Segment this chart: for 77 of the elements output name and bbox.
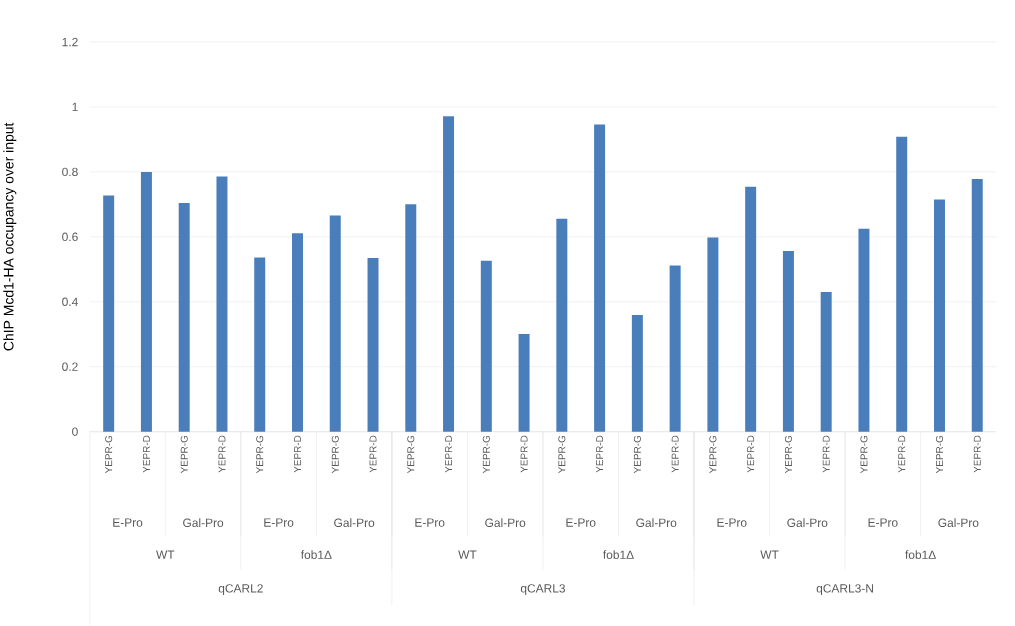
y-tick-label: 0.2	[62, 362, 78, 372]
text: E-Pro	[264, 518, 294, 527]
text: qCARL3-N	[816, 584, 873, 596]
x-tick-label: YEPR-G	[331, 436, 339, 474]
text: fob1Δ	[300, 550, 332, 560]
bar	[480, 260, 492, 432]
x-tick-label: YEPR-D	[596, 435, 604, 473]
x-tick-label: YEPR-D	[294, 435, 301, 473]
bar	[594, 124, 606, 432]
text: E-Pro	[566, 518, 596, 527]
bar	[367, 258, 379, 432]
text: WT	[458, 550, 477, 559]
text: E-Pro	[717, 518, 747, 527]
bar	[631, 315, 643, 432]
x-tick-label: YEPR-D	[747, 435, 755, 473]
x-tick-label: YEPR-G	[105, 436, 113, 474]
x-tick-label: YEPR-G	[558, 436, 566, 474]
bar	[405, 204, 417, 432]
bar	[669, 265, 681, 432]
bar	[782, 251, 794, 432]
text: qCARL3	[520, 584, 565, 596]
bar	[254, 257, 266, 432]
bar	[707, 237, 719, 432]
x-tick-label: YEPR-D	[520, 435, 528, 473]
text: E-Pro	[113, 518, 143, 527]
x-tick-label: YEPR-D	[445, 435, 452, 473]
y-tick-label: 0.6	[62, 232, 78, 242]
bar	[518, 334, 530, 432]
text: WT	[156, 550, 175, 559]
text: Gal-Pro	[938, 518, 979, 528]
bar	[178, 203, 190, 432]
x-tick-label: YEPR-D	[822, 435, 830, 473]
x-tick-label: YEPR-G	[482, 436, 490, 474]
x-tick-label: YEPR-G	[935, 436, 943, 474]
text: fob1Δ	[603, 550, 634, 560]
bar	[971, 179, 983, 432]
text: WT	[760, 550, 779, 559]
bar	[933, 199, 945, 432]
x-tick-label: YEPR-D	[369, 435, 377, 473]
y-tick-label: 0.8	[62, 167, 78, 177]
text: Gal-Pro	[334, 518, 375, 528]
text: Gal-Pro	[636, 518, 677, 528]
x-tick-label: YEPR-D	[143, 435, 150, 473]
x-tick-label: YEPR-G	[784, 436, 792, 474]
y-tick-label: 0	[72, 427, 78, 437]
x-tick-label: YEPR-G	[633, 436, 641, 474]
bar	[329, 215, 341, 432]
x-tick-label: YEPR-D	[973, 435, 981, 473]
y-tick-label: 1	[72, 102, 78, 112]
text: E-Pro	[868, 518, 898, 527]
text: Gal-Pro	[485, 518, 526, 528]
bar	[291, 233, 303, 432]
x-tick-label: YEPR-D	[218, 435, 226, 473]
bar	[745, 186, 757, 432]
bar	[556, 218, 568, 432]
x-tick-label: YEPR-G	[256, 436, 264, 474]
text: E-Pro	[415, 518, 445, 527]
text: qCARL2	[218, 584, 263, 596]
bar	[216, 176, 228, 432]
x-tick-label: YEPR-G	[407, 436, 415, 474]
y-tick-label: 0.4	[62, 297, 78, 307]
bar	[443, 116, 455, 432]
text: Gal-Pro	[787, 518, 828, 528]
bar	[896, 136, 908, 432]
bar	[858, 228, 870, 432]
bar	[140, 172, 152, 432]
x-tick-label: YEPR-G	[180, 436, 188, 474]
x-tick-label: YEPR-G	[709, 436, 717, 474]
text: fob1Δ	[905, 550, 936, 560]
x-tick-label: YEPR-D	[671, 435, 679, 473]
bar	[103, 195, 115, 432]
y-axis-title: ChIP Mcd1-HA occupancy over input	[3, 122, 17, 351]
text: Gal-Pro	[183, 518, 224, 528]
x-tick-label: YEPR-D	[898, 435, 906, 473]
x-tick-label: YEPR-G	[860, 436, 868, 474]
y-tick-label: 1.2	[62, 37, 78, 47]
bar	[820, 292, 832, 432]
